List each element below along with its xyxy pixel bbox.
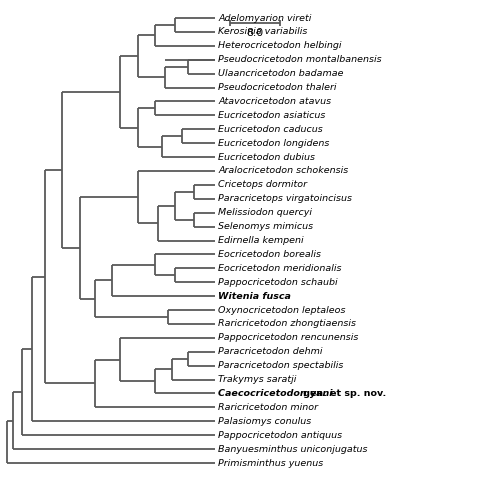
Text: 8.0: 8.0 — [246, 28, 264, 38]
Text: Eucricetodon dubius: Eucricetodon dubius — [218, 153, 315, 162]
Text: Pseudocricetodon montalbanensis: Pseudocricetodon montalbanensis — [218, 55, 382, 64]
Text: Primisminthus yuenus: Primisminthus yuenus — [218, 459, 323, 467]
Text: Pseudocricetodon thaleri: Pseudocricetodon thaleri — [218, 83, 336, 92]
Text: Cricetops dormitor: Cricetops dormitor — [218, 180, 307, 190]
Text: Palasiomys conulus: Palasiomys conulus — [218, 417, 311, 426]
Text: Paracricetops virgatoincisus: Paracricetops virgatoincisus — [218, 194, 352, 203]
Text: Paracricetodon dehmi: Paracricetodon dehmi — [218, 347, 322, 356]
Text: Raricricetodon minor: Raricricetodon minor — [218, 403, 318, 412]
Text: Eucricetodon asiaticus: Eucricetodon asiaticus — [218, 111, 326, 120]
Text: Ulaancricetodon badamae: Ulaancricetodon badamae — [218, 69, 344, 78]
Text: Eocricetodon meridionalis: Eocricetodon meridionalis — [218, 264, 342, 273]
Text: Banyuesminthus uniconjugatus: Banyuesminthus uniconjugatus — [218, 444, 368, 454]
Text: Witenia fusca: Witenia fusca — [218, 292, 291, 300]
Text: gen. et sp. nov.: gen. et sp. nov. — [300, 389, 386, 398]
Text: Pappocricetodon antiquus: Pappocricetodon antiquus — [218, 431, 342, 439]
Text: Trakymys saratji: Trakymys saratji — [218, 375, 296, 384]
Text: Adelomyarion vireti: Adelomyarion vireti — [218, 13, 312, 23]
Text: Kerosinia variabilis: Kerosinia variabilis — [218, 27, 308, 36]
Text: Oxynocricetodon leptaleos: Oxynocricetodon leptaleos — [218, 305, 346, 315]
Text: Melissiodon quercyi: Melissiodon quercyi — [218, 208, 312, 217]
Text: Pappocricetodon schaubi: Pappocricetodon schaubi — [218, 278, 338, 287]
Text: Paracricetodon spectabilis: Paracricetodon spectabilis — [218, 361, 344, 370]
Text: Edirnella kempeni: Edirnella kempeni — [218, 236, 304, 245]
Text: Eocricetodon borealis: Eocricetodon borealis — [218, 250, 321, 259]
Text: Raricricetodon zhongtiaensis: Raricricetodon zhongtiaensis — [218, 320, 356, 328]
Text: Pappocricetodon rencunensis: Pappocricetodon rencunensis — [218, 333, 358, 342]
Text: Atavocricetodon atavus: Atavocricetodon atavus — [218, 97, 331, 106]
Text: Selenomys mimicus: Selenomys mimicus — [218, 222, 313, 231]
Text: Aralocricetodon schokensis: Aralocricetodon schokensis — [218, 166, 348, 175]
Text: Eucricetodon longidens: Eucricetodon longidens — [218, 138, 330, 148]
Text: Caecocricetodon yani gen. et sp. nov.: Caecocricetodon yani gen. et sp. nov. — [218, 389, 418, 398]
Text: Caecocricetodon yani: Caecocricetodon yani — [218, 389, 332, 398]
Text: Heterocricetodon helbingi: Heterocricetodon helbingi — [218, 41, 342, 50]
Text: Eucricetodon caducus: Eucricetodon caducus — [218, 125, 323, 134]
